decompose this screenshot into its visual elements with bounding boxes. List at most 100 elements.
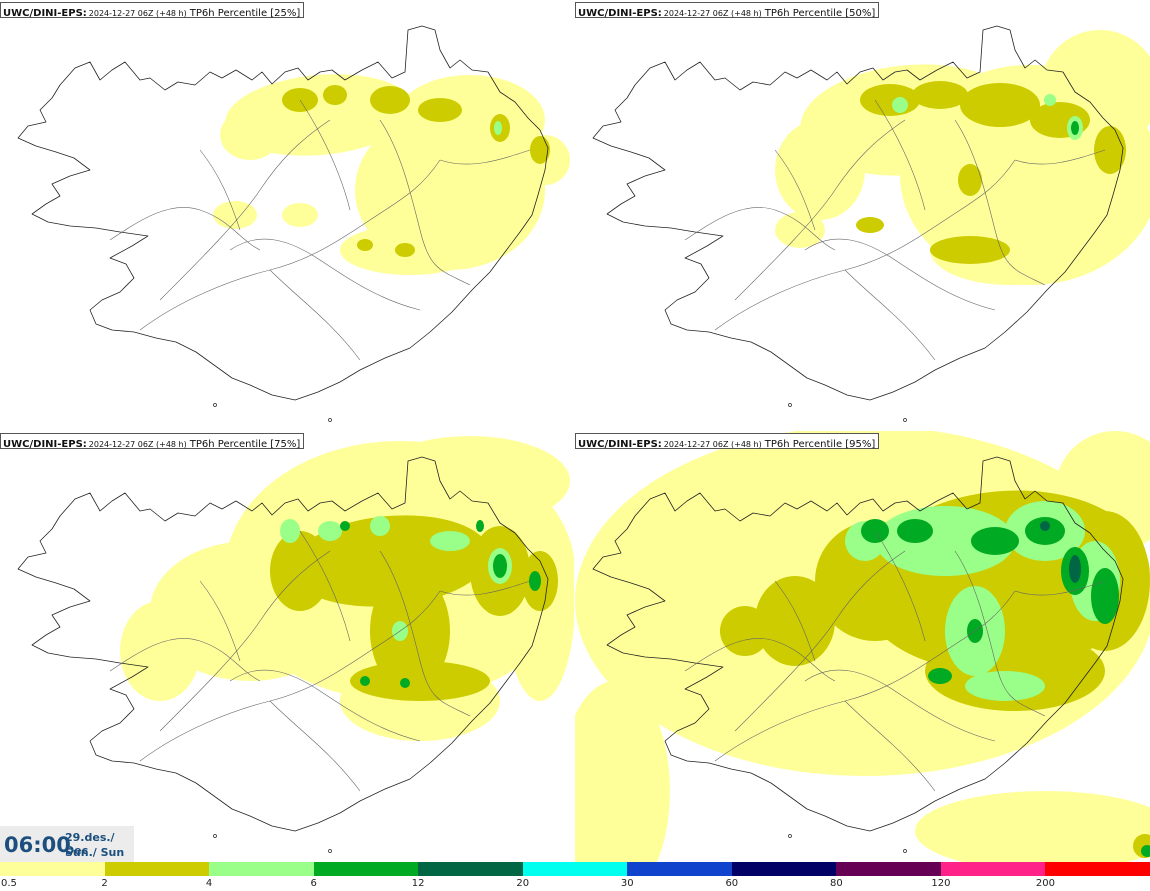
precip-area-olive: [860, 84, 920, 116]
precip-area-green: [476, 520, 484, 532]
precip-area-dark-green: [1069, 555, 1081, 583]
precip-area-light-yellow: [575, 681, 670, 862]
precip-area-green: [897, 519, 933, 543]
boundary-line: [844, 269, 936, 361]
boundary-line: [229, 238, 421, 311]
precip-fields: [575, 431, 1150, 862]
title-source: UWC/DINI-EPS: [578, 439, 658, 450]
precip-area-light-yellow: [775, 120, 865, 220]
title-variable: TP6h Percentile [25%]: [189, 8, 301, 19]
boundary-line: [1014, 580, 1106, 596]
precip-area-olive: [357, 239, 373, 251]
precip-area-light-yellow: [395, 75, 545, 165]
colorbar-swatch: [0, 862, 106, 876]
colorbar-label: 30: [620, 878, 634, 889]
precip-area-olive: [755, 576, 835, 666]
boundary-line: [229, 669, 421, 742]
coastline: [592, 25, 1124, 401]
panel-title: UWC/DINI-EPS: 2024-12-27 06Z (+48 h) TP6h …: [575, 2, 880, 19]
island: [213, 834, 217, 838]
island: [788, 834, 792, 838]
coastline: [17, 25, 549, 401]
title-source: UWC/DINI-EPS: [3, 439, 83, 450]
boundary-line: [299, 530, 351, 642]
island: [328, 849, 332, 853]
precip-area-olive: [350, 661, 490, 701]
boundary-line: [734, 550, 906, 732]
precip-area-light-green: [280, 519, 300, 543]
precip-area-green: [340, 521, 350, 531]
colorbar-label: 0.5: [1, 878, 17, 889]
boundary-line: [1014, 149, 1106, 165]
valid-day: Sun./ Sun: [65, 846, 125, 859]
boundary-line: [844, 700, 936, 792]
colorbar-swatch: [731, 862, 837, 876]
boundary-line: [684, 207, 836, 251]
boundary-line: [269, 269, 361, 361]
colorbar-label: 60: [725, 878, 739, 889]
precip-area-light-green: [494, 121, 502, 135]
colorbar-label: 6: [310, 878, 317, 889]
precip-area-green: [971, 527, 1019, 555]
island: [903, 849, 907, 853]
colorbar-swatch: [418, 862, 524, 876]
title-run: 2024-12-27 06Z (+48 h): [663, 440, 762, 449]
precip-area-green: [1091, 568, 1119, 624]
boundary-line: [269, 700, 361, 792]
precip-map-p95: [575, 431, 1150, 862]
precip-area-light-yellow: [370, 436, 570, 526]
title-run: 2024-12-27 06Z (+48 h): [88, 9, 187, 18]
precip-area-light-yellow: [775, 212, 825, 248]
colorbar-swatch: [1045, 862, 1150, 876]
boundary-line: [299, 99, 351, 211]
boundary-line: [379, 119, 471, 286]
precip-area-olive: [1094, 126, 1126, 174]
precip-area-light-green: [965, 671, 1045, 701]
precip-area-light-green: [370, 516, 390, 536]
colorbar-swatch: [940, 862, 1046, 876]
colorbar-swatch: [209, 862, 315, 876]
title-source: UWC/DINI-EPS: [578, 8, 658, 19]
valid-time: 06:00: [4, 833, 71, 857]
island: [788, 403, 792, 407]
boundary-line: [804, 669, 996, 742]
precip-area-green: [1141, 845, 1150, 857]
colorbar-swatch: [313, 862, 419, 876]
precip-area-olive: [856, 217, 884, 233]
precip-map-p75: [17, 436, 575, 853]
colorbar-label: 80: [829, 878, 843, 889]
map-panel-p25: UWC/DINI-EPS: 2024-12-27 06Z (+48 h) TP6h …: [0, 0, 575, 431]
precip-area-light-green: [430, 531, 470, 551]
precip-area-green: [493, 554, 507, 578]
precip-area-green: [928, 668, 952, 684]
boundary-line: [874, 530, 926, 642]
precip-area-green: [529, 571, 541, 591]
precip-area-light-yellow: [282, 203, 318, 227]
precip-area-olive: [395, 243, 415, 257]
precip-area-light-yellow: [220, 110, 280, 160]
precip-area-olive: [370, 86, 410, 114]
coastline: [17, 456, 549, 832]
precip-area-light-yellow: [915, 791, 1150, 862]
map-panel-p95: UWC/DINI-EPS: 2024-12-27 06Z (+48 h) TP6h …: [575, 431, 1150, 862]
boundary-line: [804, 238, 996, 311]
precip-area-olive: [912, 81, 968, 109]
title-run: 2024-12-27 06Z (+48 h): [663, 9, 762, 18]
title-variable: TP6h Percentile [50%]: [764, 8, 876, 19]
panel-title: UWC/DINI-EPS: 2024-12-27 06Z (+48 h) TP6h …: [0, 2, 305, 19]
colorbar-swatch: [104, 862, 210, 876]
boundary-line: [774, 149, 816, 231]
boundary-line: [199, 580, 241, 662]
precip-area-olive: [530, 136, 550, 164]
boundary-line: [734, 119, 906, 301]
precip-fields: [120, 436, 575, 741]
colorbar-label: 120: [931, 878, 951, 889]
island: [328, 418, 332, 422]
panel-divider: [574, 0, 575, 862]
boundary-line: [159, 119, 331, 301]
precip-area-light-yellow: [120, 601, 200, 701]
boundary-line: [714, 159, 1016, 331]
boundary-line: [439, 580, 531, 596]
precip-area-olive: [418, 98, 462, 122]
valid-date: 29.des./ Dec: [65, 831, 115, 857]
